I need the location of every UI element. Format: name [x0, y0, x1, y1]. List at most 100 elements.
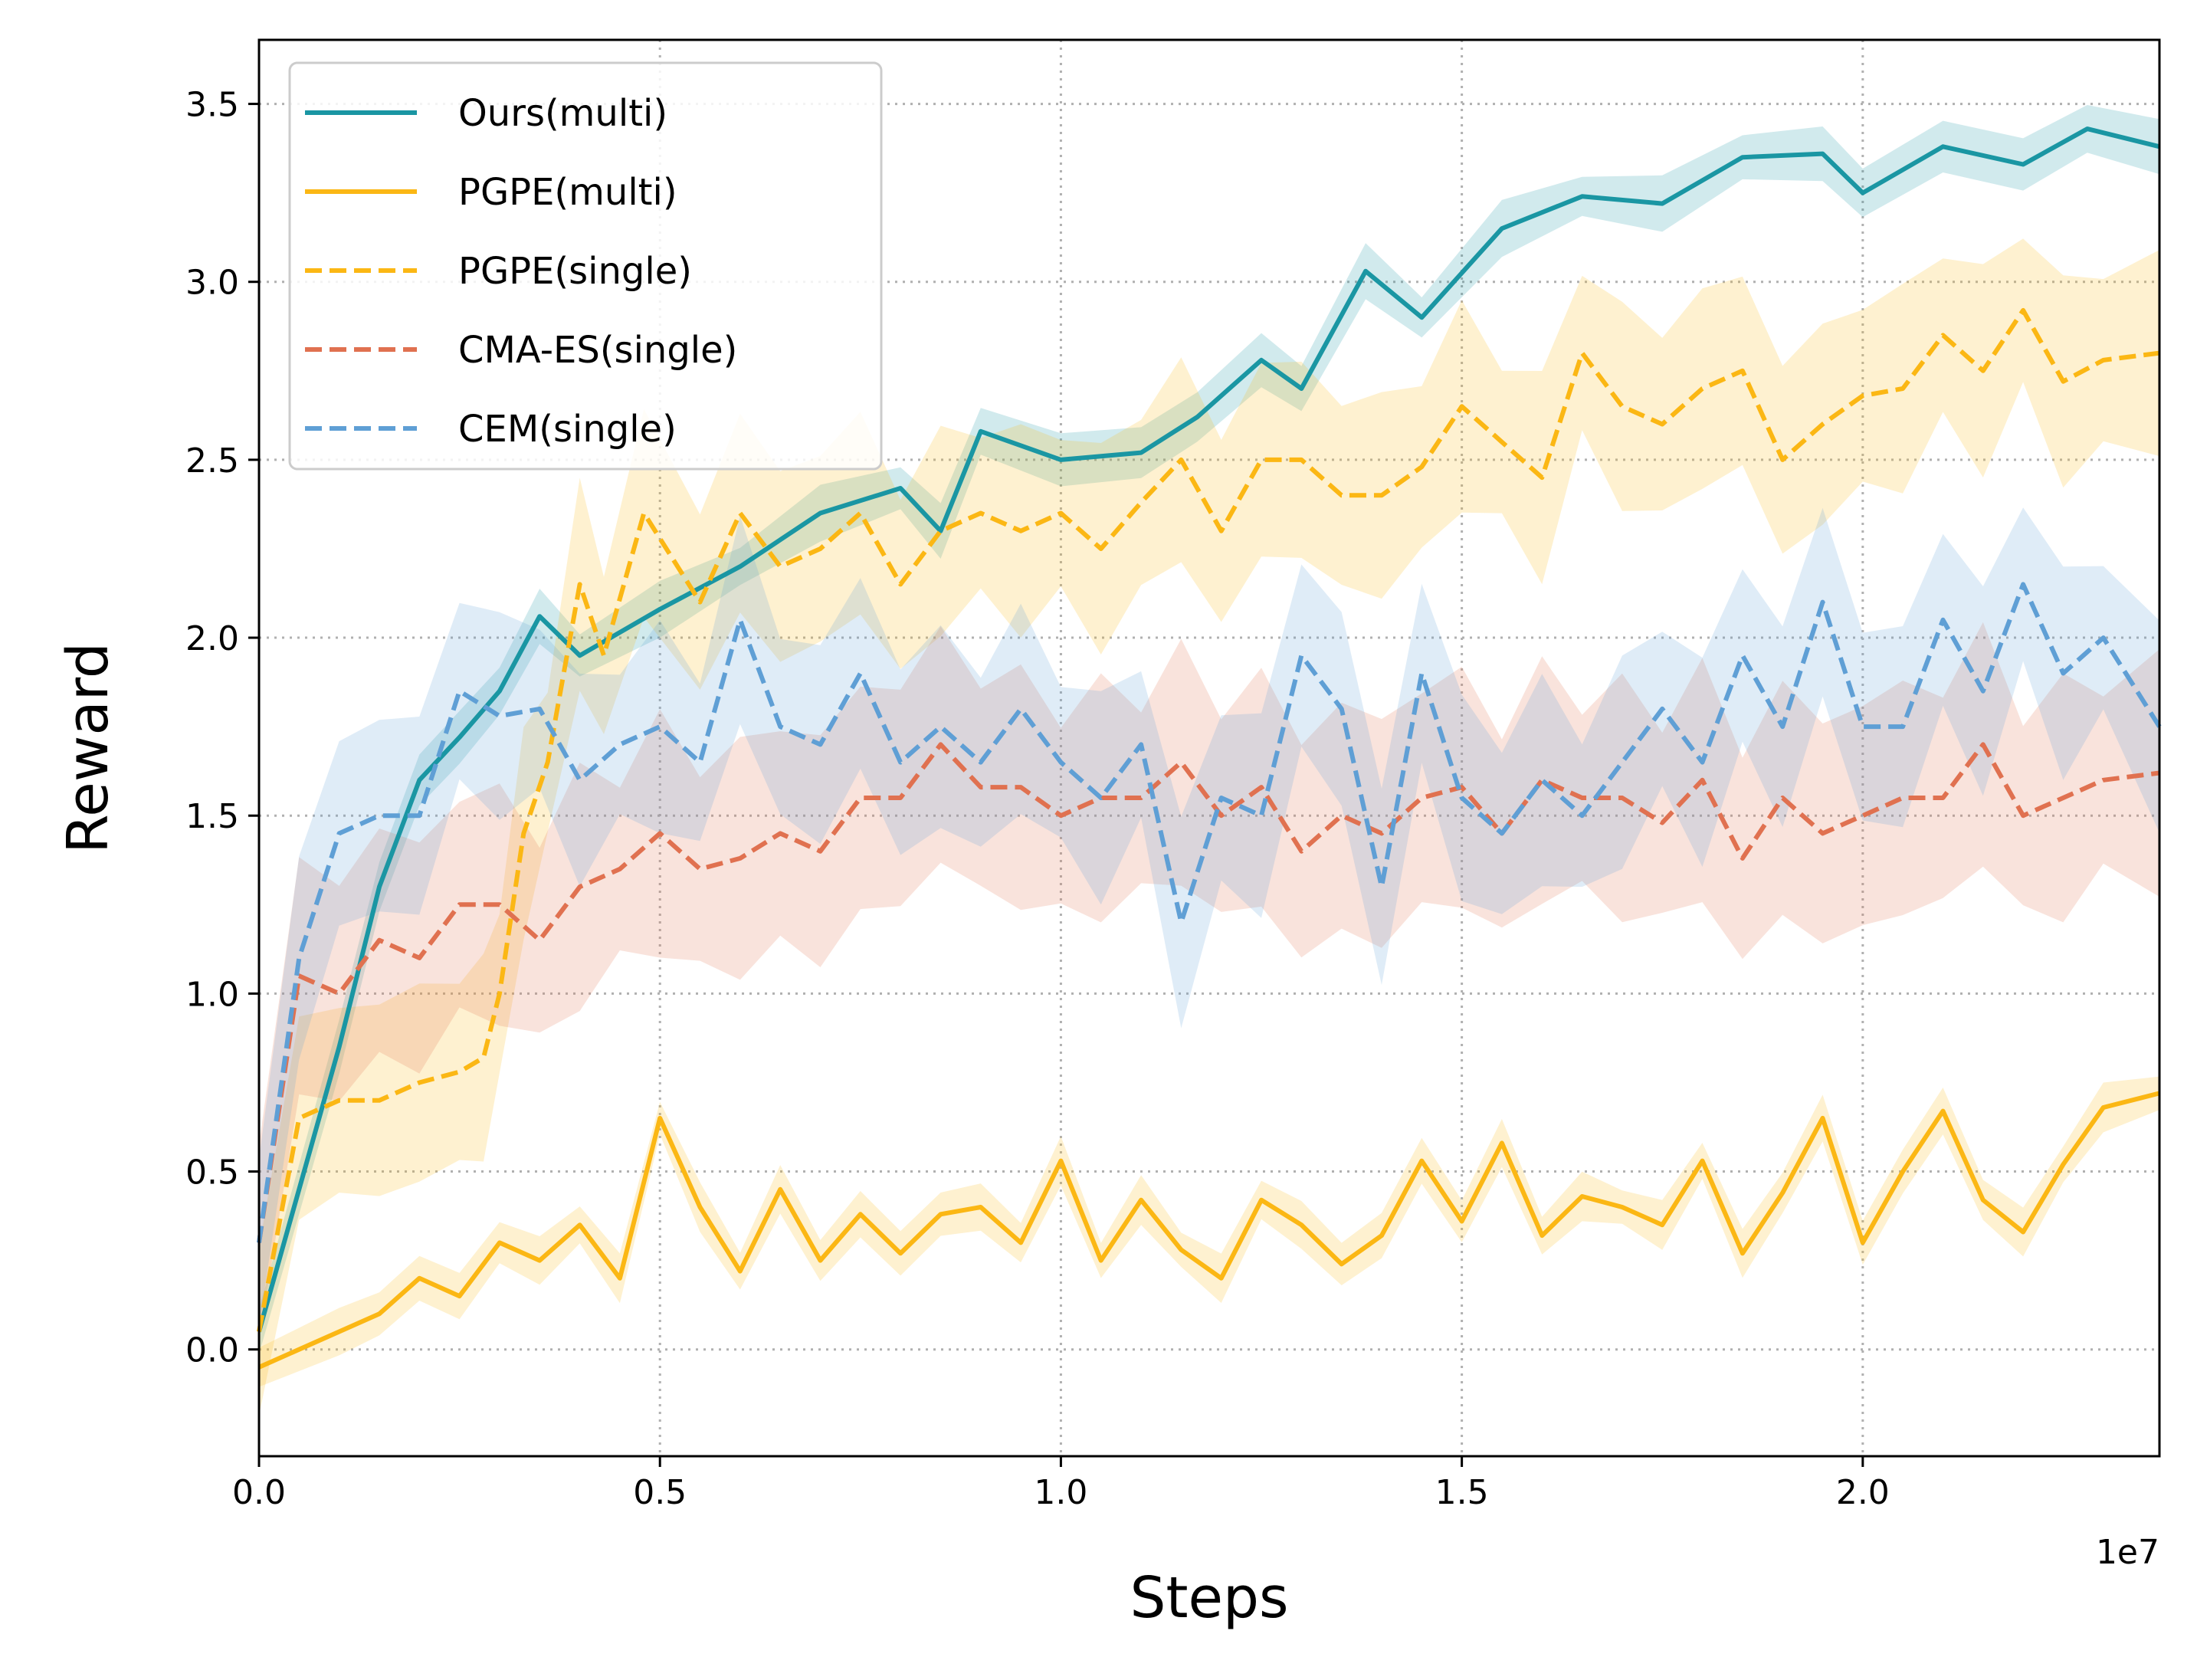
- point-cma-es-single: [1741, 857, 1743, 859]
- point-ours-multi: [2086, 128, 2088, 130]
- point-pgpe-multi: [939, 1213, 942, 1216]
- point-cem-single: [1461, 797, 1463, 799]
- point-cem-single: [859, 672, 861, 674]
- point-cma-es-single: [1621, 797, 1623, 799]
- point-pgpe-multi: [618, 1277, 621, 1279]
- point-pgpe-multi: [1661, 1224, 1664, 1226]
- point-pgpe-single: [546, 761, 549, 763]
- point-cma-es-single: [1381, 832, 1383, 835]
- point-pgpe-single: [979, 512, 982, 514]
- point-cem-single: [379, 815, 381, 817]
- y-tick-label: 2.5: [185, 441, 239, 481]
- point-pgpe-multi: [979, 1206, 982, 1209]
- point-ours-multi: [979, 430, 982, 432]
- point-pgpe-single: [579, 583, 581, 586]
- point-pgpe-multi: [338, 1331, 340, 1333]
- point-cem-single: [1822, 601, 1824, 603]
- point-pgpe-multi: [1621, 1206, 1623, 1209]
- line-pgpe-single: [257, 307, 2160, 1333]
- point-ours-multi: [900, 487, 902, 490]
- point-pgpe-multi: [1541, 1235, 1543, 1237]
- point-cma-es-single: [1220, 815, 1222, 817]
- point-cma-es-single: [379, 939, 381, 941]
- point-ours-multi: [819, 512, 821, 514]
- point-cma-es-single: [1261, 786, 1263, 789]
- point-pgpe-multi: [1741, 1252, 1743, 1255]
- point-ours-multi: [498, 690, 500, 692]
- point-pgpe-single: [1300, 458, 1303, 461]
- point-pgpe-multi: [2102, 1107, 2104, 1109]
- y-tick-label: 3.0: [185, 264, 239, 303]
- point-pgpe-single: [1942, 334, 1944, 336]
- point-cma-es-single: [659, 832, 661, 835]
- point-pgpe-multi: [1100, 1259, 1102, 1262]
- point-ours-multi: [458, 737, 461, 739]
- legend-label-pgpe-multi: PGPE(multi): [458, 171, 677, 214]
- point-ours-multi: [659, 608, 661, 610]
- point-cma-es-single: [1020, 786, 1022, 789]
- y-tick-label: 2.0: [185, 619, 239, 658]
- point-ours-multi: [1300, 388, 1303, 390]
- point-pgpe-multi: [1861, 1242, 1864, 1244]
- point-cem-single: [1500, 832, 1503, 835]
- point-ours-multi: [1140, 451, 1143, 454]
- point-pgpe-multi: [579, 1224, 581, 1226]
- point-pgpe-single: [819, 548, 821, 550]
- axis-ticks: 0.0 0.5 1.0 1.5 2.0 0.0 0.5 1.0 1.5 2.0 2.5 3.0 3.5: [185, 86, 1890, 1512]
- point-cem-single: [1701, 761, 1703, 763]
- point-cma-es-single: [1180, 761, 1182, 763]
- point-pgpe-multi: [2062, 1163, 2064, 1166]
- point-pgpe-multi: [859, 1213, 861, 1216]
- point-cma-es-single: [1902, 797, 1904, 799]
- point-cem-single: [939, 726, 942, 728]
- point-cma-es-single: [1060, 815, 1062, 817]
- point-pgpe-single: [603, 655, 605, 657]
- point-cem-single: [1782, 726, 1784, 728]
- point-pgpe-single: [1020, 530, 1022, 532]
- legend-label-ours-multi: Ours(multi): [458, 92, 667, 135]
- point-pgpe-single: [1861, 395, 1864, 397]
- point-pgpe-multi: [1822, 1117, 1824, 1119]
- point-pgpe-multi: [900, 1252, 902, 1255]
- point-cem-single: [819, 743, 821, 746]
- point-pgpe-single: [1381, 494, 1383, 497]
- y-tick-label: 1.0: [185, 975, 239, 1014]
- point-cem-single: [1861, 726, 1864, 728]
- point-pgpe-single: [1661, 423, 1664, 425]
- point-pgpe-multi: [1261, 1199, 1263, 1201]
- point-pgpe-multi: [659, 1117, 661, 1119]
- point-cem-single: [1300, 655, 1303, 657]
- point-cem-single: [579, 779, 581, 781]
- point-pgpe-single: [1100, 548, 1102, 550]
- point-pgpe-single: [1340, 494, 1343, 497]
- point-cem-single: [2022, 583, 2025, 586]
- legend-label-pgpe-single: PGPE(single): [458, 250, 692, 293]
- point-cem-single: [1381, 886, 1383, 888]
- point-pgpe-single: [1461, 405, 1463, 408]
- point-cem-single: [900, 761, 902, 763]
- line-cma-es-single: [257, 742, 2160, 1243]
- point-cma-es-single: [1581, 797, 1583, 799]
- point-ours-multi: [1196, 416, 1199, 418]
- point-cma-es-single: [699, 868, 701, 870]
- point-cem-single: [1180, 921, 1182, 924]
- line-ours-multi: [257, 126, 2160, 1333]
- point-pgpe-single: [1822, 423, 1824, 425]
- point-pgpe-multi: [1381, 1235, 1383, 1237]
- legend-label-cma-es-single: CMA-ES(single): [458, 329, 737, 372]
- x-axis-title: Steps: [1130, 1565, 1288, 1631]
- point-cma-es-single: [618, 868, 621, 870]
- point-cem-single: [779, 726, 782, 728]
- point-cem-single: [418, 815, 421, 817]
- point-pgpe-multi: [379, 1313, 381, 1315]
- point-cem-single: [1902, 726, 1904, 728]
- point-ours-multi: [1581, 195, 1583, 198]
- point-ours-multi: [1365, 270, 1367, 272]
- point-pgpe-multi: [1180, 1249, 1182, 1251]
- point-cma-es-single: [1421, 797, 1423, 799]
- plot-frame: [257, 38, 2161, 1458]
- point-cem-single: [338, 832, 340, 835]
- point-cma-es-single: [1140, 797, 1143, 799]
- point-pgpe-multi: [1060, 1160, 1062, 1162]
